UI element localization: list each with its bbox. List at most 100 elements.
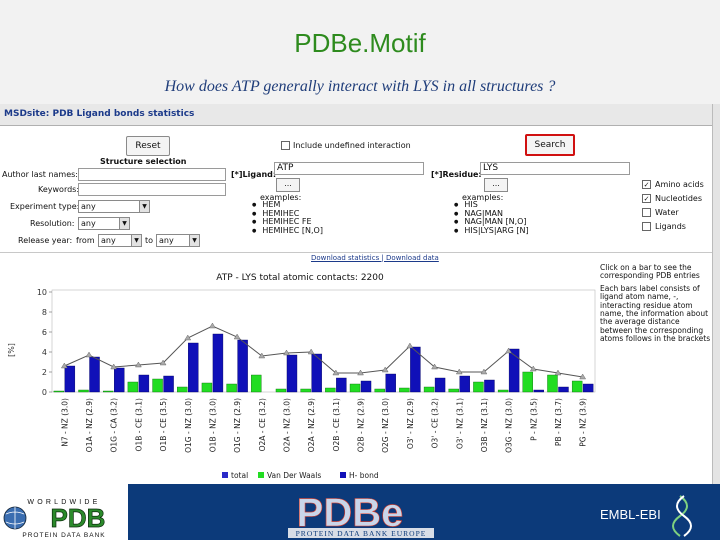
bar-hbond[interactable] <box>286 354 298 393</box>
total-point[interactable] <box>283 349 290 356</box>
bar-hbond[interactable] <box>582 383 594 393</box>
residue-examples-label: examples: <box>462 193 504 202</box>
list-item[interactable]: HEMIHEC FE <box>252 217 323 227</box>
total-point[interactable] <box>184 334 192 341</box>
bar-vdw[interactable] <box>226 383 237 393</box>
list-item[interactable]: NAG|MAN <box>454 209 529 219</box>
total-point[interactable] <box>381 366 389 373</box>
total-point[interactable] <box>480 368 488 375</box>
bar-vdw[interactable] <box>251 374 262 393</box>
search-button[interactable]: Search <box>525 134 575 156</box>
total-point[interactable] <box>579 373 587 380</box>
bar-hbond[interactable] <box>237 339 248 393</box>
bar-hbond[interactable] <box>385 373 396 393</box>
total-point[interactable] <box>85 351 93 358</box>
total-point[interactable] <box>406 342 414 349</box>
bar-hbond[interactable] <box>138 374 150 393</box>
release-from-select[interactable]: any ▼ <box>98 234 142 247</box>
list-item[interactable]: HIS|LYS|ARG [N] <box>454 226 528 236</box>
bar-vdw[interactable] <box>300 388 311 393</box>
bar-hbond[interactable] <box>533 389 544 393</box>
help-text: Each bars label consists of ligand atom … <box>600 283 711 344</box>
vertical-scrollbar[interactable] <box>712 104 720 484</box>
total-point[interactable] <box>209 322 216 329</box>
ligands-checkbox[interactable] <box>642 222 651 231</box>
bar-hbond[interactable] <box>336 377 347 393</box>
bar-vdw[interactable] <box>374 388 385 393</box>
bar-hbond[interactable] <box>360 380 372 393</box>
total-point[interactable] <box>505 347 512 354</box>
total-point[interactable] <box>431 363 438 370</box>
bar-vdw[interactable] <box>103 390 114 393</box>
bar-vdw[interactable] <box>349 383 361 393</box>
bar-hbond[interactable] <box>508 348 520 393</box>
total-point[interactable] <box>455 368 463 375</box>
experiment-select[interactable]: any ▼ <box>78 200 150 213</box>
bar-vdw[interactable] <box>423 386 435 393</box>
bar-vdw[interactable] <box>497 389 509 393</box>
bar-hbond[interactable] <box>311 353 322 393</box>
bar-vdw[interactable] <box>325 387 336 393</box>
experiment-label: Experiment type: <box>10 202 80 211</box>
bar-hbond[interactable] <box>459 375 470 393</box>
bar-hbond[interactable] <box>212 333 224 393</box>
ligand-input[interactable]: ATP <box>274 162 424 175</box>
bar-vdw[interactable] <box>571 380 583 393</box>
total-point[interactable] <box>529 365 537 372</box>
total-point[interactable] <box>159 359 167 366</box>
total-point[interactable] <box>135 361 142 368</box>
list-item[interactable]: HEMIHEC <box>252 209 323 219</box>
residue-input[interactable]: LYS <box>480 162 630 175</box>
x-tick-label: N7 - NZ (3.0) <box>60 398 69 447</box>
release-to-select[interactable]: any ▼ <box>156 234 200 247</box>
x-tick-label: O2B - CE (3.1) <box>332 398 341 452</box>
total-point[interactable] <box>110 363 118 370</box>
bar-hbond[interactable] <box>484 379 495 393</box>
bar-vdw[interactable] <box>448 388 459 393</box>
reset-button[interactable]: Reset <box>126 136 170 156</box>
list-item[interactable]: NAG|MAN [N,O] <box>454 217 529 227</box>
total-point[interactable] <box>307 348 315 355</box>
ligand-browse-button[interactable]: ... <box>276 178 300 192</box>
bar-hbond[interactable] <box>89 356 100 393</box>
download-links[interactable]: Download statistics | Download data <box>311 254 439 262</box>
bar-vdw[interactable] <box>522 371 533 393</box>
include-undefined-checkbox[interactable] <box>281 141 290 150</box>
bar-hbond[interactable] <box>410 346 421 393</box>
bar-vdw[interactable] <box>127 381 139 393</box>
keywords-input[interactable] <box>78 183 226 196</box>
list-item[interactable]: HIS <box>454 200 529 210</box>
legend-label: H- bond <box>349 471 379 480</box>
bar-hbond[interactable] <box>434 377 446 393</box>
x-tick-label: O1A - NZ (2.9) <box>85 398 94 452</box>
residue-browse-button[interactable]: ... <box>484 178 508 192</box>
bar-vdw[interactable] <box>177 386 188 393</box>
bar-vdw[interactable] <box>275 388 287 393</box>
list-item[interactable]: HEMIHEC [N,O] <box>252 226 323 236</box>
bar-hbond[interactable] <box>114 367 125 393</box>
total-point[interactable] <box>332 369 340 376</box>
bar-vdw[interactable] <box>53 390 65 393</box>
bar-vdw[interactable] <box>473 381 484 393</box>
bar-hbond[interactable] <box>163 375 174 393</box>
bar-vdw[interactable] <box>152 378 163 393</box>
bar-vdw[interactable] <box>399 387 410 393</box>
bar-hbond[interactable] <box>64 365 76 393</box>
list-item[interactable]: HEM <box>252 200 323 210</box>
total-series-line <box>64 325 583 378</box>
total-point[interactable] <box>357 369 364 376</box>
total-point[interactable] <box>60 362 68 369</box>
bar-vdw[interactable] <box>547 374 558 393</box>
bar-vdw[interactable] <box>78 389 89 393</box>
water-checkbox[interactable] <box>642 208 651 217</box>
total-point[interactable] <box>258 352 266 359</box>
resolution-select[interactable]: any ▼ <box>78 217 130 230</box>
total-point[interactable] <box>554 369 562 376</box>
total-point[interactable] <box>233 333 241 340</box>
bar-vdw[interactable] <box>201 382 213 393</box>
amino-acids-checkbox[interactable]: ✓ <box>642 180 651 189</box>
author-input[interactable] <box>78 168 226 181</box>
bar-hbond[interactable] <box>188 342 199 393</box>
nucleotides-checkbox[interactable]: ✓ <box>642 194 651 203</box>
bar-hbond[interactable] <box>558 386 569 393</box>
